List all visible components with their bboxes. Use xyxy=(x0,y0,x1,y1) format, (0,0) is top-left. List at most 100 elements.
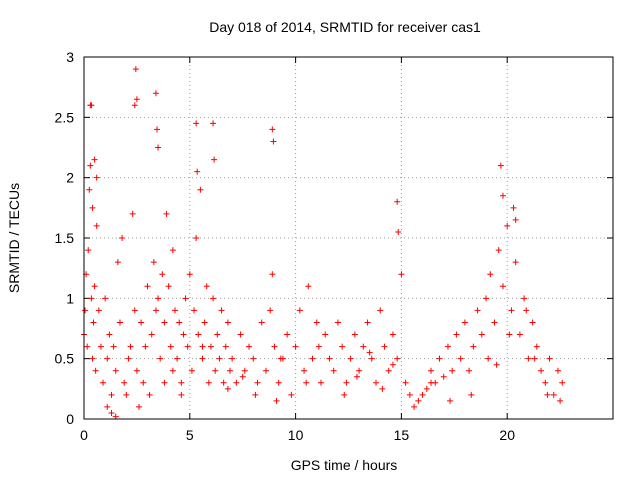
data-point xyxy=(178,379,185,386)
data-point xyxy=(246,343,253,350)
data-point xyxy=(132,66,139,73)
data-point xyxy=(131,102,138,109)
data-point xyxy=(106,331,113,338)
data-point xyxy=(123,391,130,398)
data-point xyxy=(203,283,210,290)
data-point xyxy=(322,331,329,338)
data-point xyxy=(512,216,519,223)
data-point xyxy=(108,409,115,416)
data-point xyxy=(210,295,217,302)
data-point xyxy=(493,361,500,368)
data-point xyxy=(343,379,350,386)
data-point xyxy=(131,307,138,314)
data-point xyxy=(169,367,176,374)
data-point xyxy=(339,343,346,350)
data-point xyxy=(176,319,183,326)
data-point xyxy=(305,283,312,290)
data-point xyxy=(461,319,468,326)
data-point xyxy=(373,379,380,386)
data-point xyxy=(159,271,166,278)
data-point xyxy=(86,186,93,193)
data-point xyxy=(523,307,530,314)
data-point xyxy=(533,343,540,350)
data-point xyxy=(195,331,202,338)
data-point xyxy=(466,367,473,374)
x-tick-label: 10 xyxy=(288,427,304,443)
data-point xyxy=(88,102,95,109)
plot-frame xyxy=(83,56,614,420)
data-point xyxy=(218,307,225,314)
data-point xyxy=(161,379,168,386)
data-point xyxy=(241,367,248,374)
data-point xyxy=(161,319,168,326)
y-tick-label: 2 xyxy=(66,170,74,186)
data-point xyxy=(395,228,402,235)
data-point xyxy=(411,403,418,410)
data-point xyxy=(368,355,375,362)
data-point xyxy=(428,379,435,386)
data-point xyxy=(296,307,303,314)
data-point xyxy=(92,367,99,374)
data-point xyxy=(485,355,492,362)
data-point xyxy=(140,379,147,386)
data-point xyxy=(531,355,538,362)
data-point xyxy=(211,156,218,163)
data-point xyxy=(182,295,189,302)
data-point xyxy=(449,367,456,374)
data-point xyxy=(550,391,557,398)
data-point xyxy=(125,355,132,362)
data-point xyxy=(104,403,111,410)
data-point xyxy=(447,397,454,404)
data-point xyxy=(193,235,200,241)
data-point xyxy=(194,168,201,175)
data-point xyxy=(133,96,140,103)
data-point xyxy=(423,385,430,392)
data-point xyxy=(222,343,229,350)
data-point xyxy=(180,331,187,338)
y-tick-label: 2.5 xyxy=(55,109,75,125)
data-point xyxy=(155,144,162,151)
data-point xyxy=(366,349,373,356)
x-tick-label: 20 xyxy=(499,427,515,443)
data-point xyxy=(171,307,178,314)
data-point xyxy=(470,343,477,350)
data-point xyxy=(353,373,360,380)
data-point xyxy=(93,222,100,229)
data-point xyxy=(212,367,219,374)
data-point xyxy=(270,138,277,145)
y-tick-label: 3 xyxy=(66,49,74,65)
data-point xyxy=(521,295,528,302)
data-point xyxy=(157,355,164,362)
data-point xyxy=(275,379,282,386)
data-point xyxy=(138,319,145,326)
data-point xyxy=(148,331,155,338)
data-point xyxy=(186,271,193,278)
data-point xyxy=(214,331,221,338)
data-point xyxy=(250,355,257,362)
data-point xyxy=(262,367,269,374)
data-point xyxy=(398,271,405,278)
data-point xyxy=(85,247,92,254)
data-point xyxy=(440,373,447,380)
data-point xyxy=(516,331,523,338)
data-point xyxy=(436,355,443,362)
data-point xyxy=(474,307,481,314)
data-point xyxy=(351,331,358,338)
data-point xyxy=(224,385,231,392)
data-point xyxy=(271,343,278,350)
data-point xyxy=(288,391,295,398)
data-point xyxy=(201,319,208,326)
y-tick-label: 0.5 xyxy=(55,351,75,367)
data-point xyxy=(525,355,532,362)
y-axis-label: SRMTID / TECUs xyxy=(6,183,22,293)
data-point xyxy=(184,343,191,350)
data-point xyxy=(169,247,176,254)
y-tick-label: 1.5 xyxy=(55,230,75,246)
data-point xyxy=(415,397,422,404)
data-point xyxy=(326,355,333,362)
data-point xyxy=(210,120,217,127)
data-point xyxy=(114,259,121,266)
data-point xyxy=(205,379,212,386)
data-point xyxy=(385,367,392,374)
data-point xyxy=(428,367,435,374)
